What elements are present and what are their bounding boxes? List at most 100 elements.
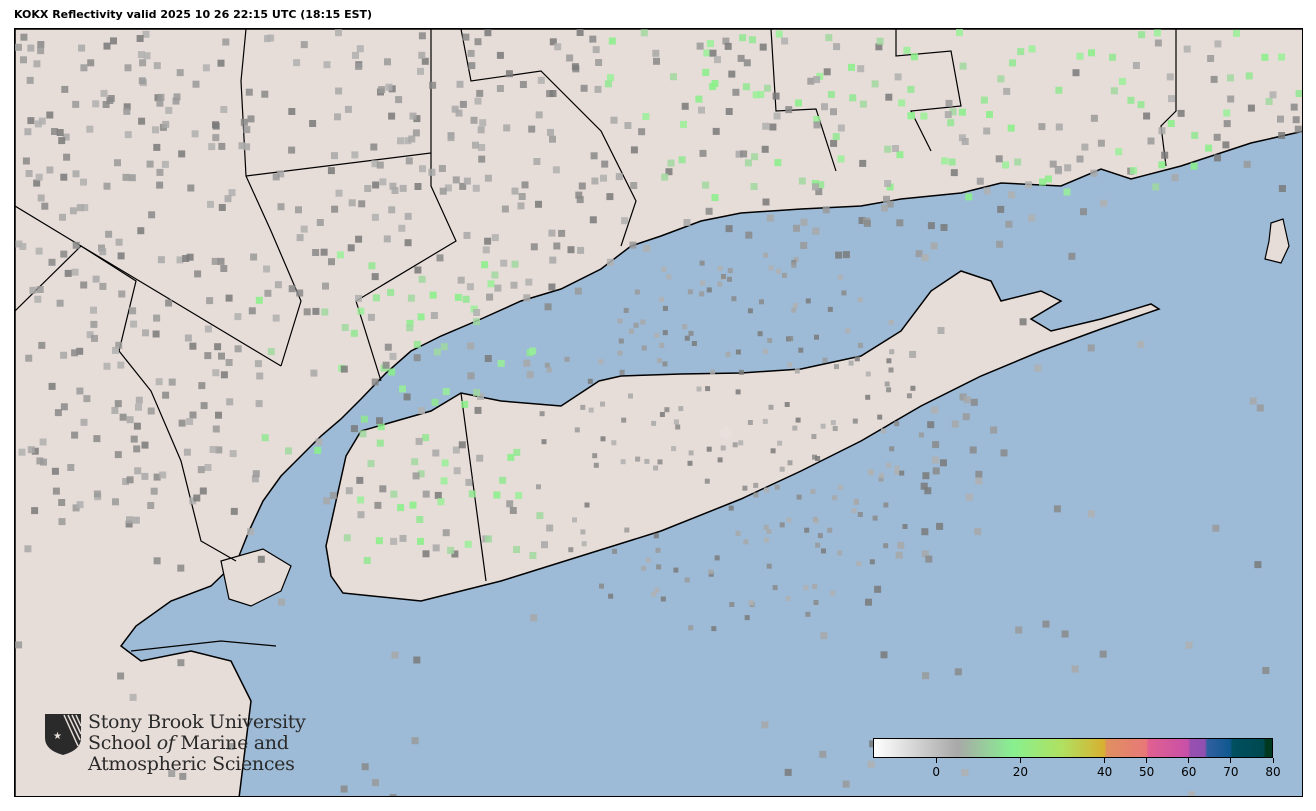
echo-pixel [717,281,723,287]
echo-pixel [1168,95,1175,103]
echo-pixel [217,59,225,67]
echo-pixel [940,459,947,467]
echo-pixel [248,307,256,315]
echo-pixel [830,420,836,426]
echo-pixel [430,312,438,319]
echo-pixel [76,387,84,395]
echo-pixel [92,100,100,108]
echo-pixel [138,77,146,85]
echo-pixel [600,174,607,182]
echo-pixel [896,219,904,227]
echo-pixel [211,257,219,265]
echo-pixel [856,561,862,567]
echo-pixel [418,407,425,415]
echo-pixel [389,182,397,190]
echo-pixel [1081,143,1089,151]
echo-pixel [638,128,646,136]
echo-pixel [399,184,407,192]
echo-pixel [576,196,584,204]
echo-pixel [112,498,119,506]
echo-pixel [624,122,632,129]
echo-pixel [376,417,383,425]
echo-pixel [795,417,801,423]
echo-pixel [193,494,201,502]
echo-pixel [980,96,988,104]
echo-pixel [447,546,455,554]
echo-pixel [182,255,190,262]
echo-pixel [629,328,634,334]
echo-pixel [379,485,387,493]
echo-pixel [314,446,322,454]
echo-pixel [1000,449,1008,457]
echo-pixel [772,92,780,100]
echo-pixel [331,205,339,213]
echo-pixel [1188,791,1196,796]
echo-pixel [696,42,704,50]
echo-pixel [997,75,1005,83]
echo-pixel [872,515,878,521]
echo-pixel [433,348,441,356]
echo-pixel [883,502,889,508]
echo-pixel [293,59,301,67]
echo-pixel [38,341,46,349]
echo-pixel [218,204,226,211]
echo-pixel [888,367,894,373]
echo-pixel [643,244,651,252]
echo-pixel [150,487,158,495]
echo-pixel [33,179,41,187]
echo-pixel [1132,62,1140,69]
echo-pixel [612,548,617,554]
echo-pixel [675,424,681,430]
echo-pixel [574,287,582,295]
radar-map[interactable] [14,28,1303,797]
echo-pixel [759,299,764,305]
echo-pixel [805,298,811,304]
echo-pixel [742,485,748,491]
shield-icon: ★ [45,714,82,755]
echo-pixel [722,37,730,45]
echo-pixel [884,381,890,387]
echo-pixel [688,625,694,631]
echo-pixel [546,524,554,532]
echo-pixel [521,181,529,189]
echo-pixel [225,359,233,366]
echo-pixel [894,421,900,427]
echo-pixel [906,393,912,399]
echo-pixel [1185,641,1193,649]
echo-pixel [189,342,197,350]
echo-pixel [405,157,413,165]
echo-pixel [922,672,930,680]
echo-pixel [513,546,520,553]
echo-pixel [932,467,940,475]
echo-pixel [785,106,793,114]
echo-pixel [250,253,258,261]
echo-pixel [71,268,79,276]
echo-pixel [334,113,341,121]
echo-pixel [413,656,421,664]
echo-pixel [27,446,35,454]
echo-pixel [34,295,42,303]
echo-pixel [827,306,833,312]
echo-pixel [417,470,425,478]
echo-pixel [413,340,421,348]
echo-pixel [528,125,536,133]
echo-pixel [575,191,583,199]
echo-pixel [91,334,98,342]
echo-pixel [177,564,185,572]
echo-pixel [132,516,140,524]
echo-pixel [323,61,331,69]
echo-pixel [322,282,329,290]
echo-pixel [1223,109,1231,117]
echo-pixel [300,41,308,49]
echo-pixel [461,400,469,408]
echo-pixel [728,505,734,511]
echo-pixel [261,434,269,442]
echo-pixel [610,116,618,124]
echo-pixel [1003,87,1011,95]
echo-pixel [621,417,627,423]
echo-pixel [1154,39,1162,47]
echo-pixel [52,487,60,495]
echo-pixel [759,43,767,51]
echo-pixel [295,206,302,214]
echo-pixel [1265,98,1273,105]
